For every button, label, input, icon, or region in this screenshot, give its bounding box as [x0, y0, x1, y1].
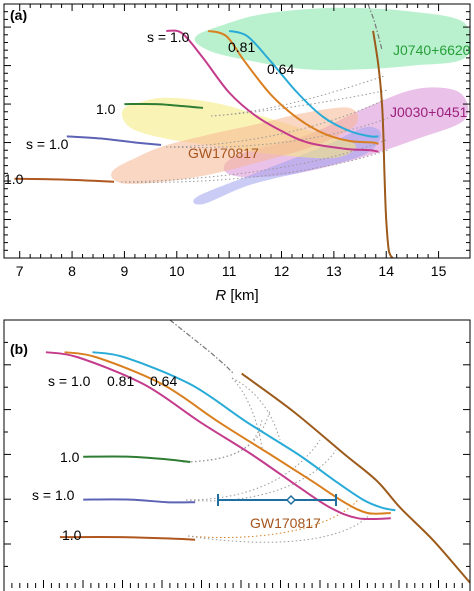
- dotted-connector: [231, 377, 281, 441]
- panel-a-xlabel: R [km]: [215, 287, 258, 304]
- panel-a-xtick-labels: 7 8 9 10 11 12 13 14 15: [16, 263, 447, 279]
- dotted-connector: [210, 89, 389, 117]
- label-blue-a: s = 1.0: [26, 136, 69, 152]
- series-line-b-3: [83, 455, 191, 463]
- x-tick-label: 14: [378, 263, 394, 279]
- label-j0740-a: J0740+6620: [393, 42, 471, 58]
- series-line-a-0: [166, 29, 379, 153]
- x-tick-label: 11: [222, 263, 237, 279]
- panel-b-tag: (b): [10, 341, 28, 357]
- dotted-connector: [185, 449, 337, 502]
- label-gw170817-a: GW170817: [188, 145, 259, 161]
- label-green-a: 1.0: [96, 101, 116, 117]
- panel-a-frame: [3, 3, 471, 259]
- label-j0030-a: J0030+0451: [390, 104, 468, 120]
- series-line-a-1: [207, 29, 379, 146]
- x-tick-label: 15: [431, 263, 447, 279]
- series-line-b-2: [92, 351, 396, 512]
- label-gw170817-b: GW170817: [250, 515, 321, 531]
- panel-b-lines: [45, 351, 470, 584]
- label-magenta-b: s = 1.0: [48, 373, 91, 389]
- region-gw170817: [111, 107, 359, 184]
- x-tick-label: 12: [274, 263, 290, 279]
- dotted-connector: [165, 99, 385, 148]
- dotted-connector: [185, 439, 321, 501]
- errorbar-marker: [285, 494, 297, 506]
- dotted-connector: [187, 511, 373, 543]
- dotted-connector: [182, 409, 271, 463]
- label-blue-b: s = 1.0: [32, 487, 75, 503]
- series-line-b-1: [64, 351, 391, 515]
- label-brown-a: 1.0: [4, 171, 24, 187]
- panel-b: (b) s = 1.0 0.81 0.64 1.0 s = 1.0 1.0 GW…: [3, 319, 471, 591]
- x-tick-label: 7: [16, 263, 24, 279]
- series-line-a-6: [372, 30, 394, 258]
- x-tick-label: 8: [68, 263, 76, 279]
- label-orange-a: 0.81: [228, 39, 255, 55]
- series-line-a-4: [66, 135, 162, 146]
- series-line-b-0: [45, 351, 391, 521]
- label-magenta-a: s = 1.0: [147, 29, 190, 45]
- dotted-connector: [231, 377, 263, 449]
- label-cyan-a: 0.64: [267, 61, 294, 77]
- label-brown-b: 1.0: [62, 527, 82, 543]
- label-green-b: 1.0: [60, 449, 80, 465]
- series-line-b-4: [83, 498, 196, 504]
- series-line-a-2: [228, 29, 379, 138]
- label-orange-b: 0.81: [107, 373, 134, 389]
- label-cyan-b: 0.64: [150, 373, 177, 389]
- panel-a-lines: [14, 29, 394, 258]
- panel-a-ticks: [4, 4, 470, 258]
- series-line-a-3: [124, 102, 204, 109]
- x-tick-label: 13: [326, 263, 342, 279]
- panel-b-frame: [3, 319, 471, 591]
- dashdot-line: [169, 320, 235, 375]
- series-line-a-5: [14, 177, 115, 183]
- panel-b-ticks: [4, 341, 470, 588]
- dotted-connector: [165, 117, 389, 149]
- series-line-b-5: [59, 536, 196, 541]
- x-tick-label: 9: [121, 263, 129, 279]
- panel-a-tag: (a): [10, 7, 27, 23]
- panel-a: (a) 7 8 9 10 11 12 13 14 15 R [km] s = 1.0 0.81 …: [3, 3, 471, 304]
- series-line-b-6: [241, 372, 470, 584]
- panel-b-dotted-connectors: [169, 320, 373, 543]
- x-tick-label: 10: [169, 263, 185, 279]
- gw170817-errorbar: [217, 494, 337, 506]
- dotted-connector: [120, 149, 389, 183]
